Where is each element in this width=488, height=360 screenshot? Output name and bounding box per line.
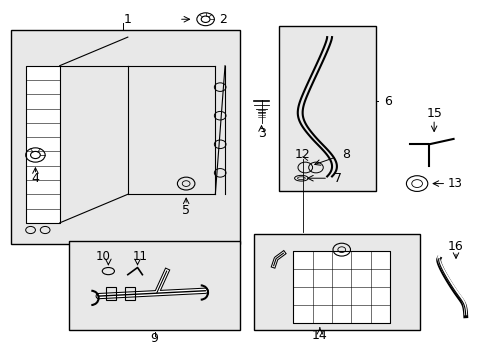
Bar xyxy=(69,241,239,330)
Text: 13: 13 xyxy=(447,177,462,190)
Text: 8: 8 xyxy=(342,148,350,162)
Text: 6: 6 xyxy=(383,95,391,108)
Bar xyxy=(254,234,419,330)
Text: 2: 2 xyxy=(218,13,226,26)
Text: 9: 9 xyxy=(150,333,158,346)
Text: 14: 14 xyxy=(311,329,327,342)
Bar xyxy=(26,66,60,223)
Text: 16: 16 xyxy=(447,240,463,253)
Text: 1: 1 xyxy=(123,13,131,26)
Text: 10: 10 xyxy=(96,250,111,263)
Text: 3: 3 xyxy=(257,127,265,140)
Bar xyxy=(125,287,135,300)
Text: 12: 12 xyxy=(294,148,310,162)
Text: 4: 4 xyxy=(31,172,39,185)
Text: 15: 15 xyxy=(426,107,441,120)
Text: 7: 7 xyxy=(333,172,341,185)
Bar xyxy=(106,287,116,300)
Text: 11: 11 xyxy=(132,250,147,263)
Bar xyxy=(278,26,375,191)
Bar xyxy=(11,30,239,244)
Text: 5: 5 xyxy=(182,204,190,217)
Bar xyxy=(292,251,389,323)
